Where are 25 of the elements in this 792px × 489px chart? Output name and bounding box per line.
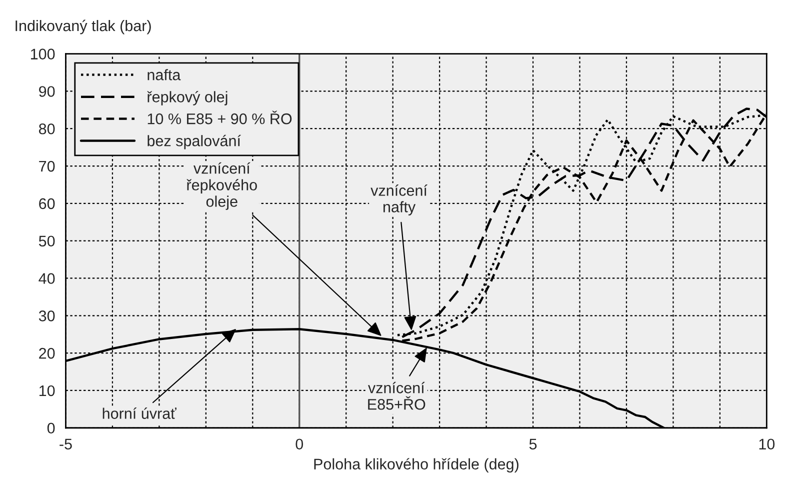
x-tick-label: -5 (60, 438, 72, 450)
annotation: horní úvrať (102, 408, 176, 419)
x-tick-label: 10 (759, 438, 775, 450)
legend-label: nafta (148, 69, 181, 80)
annotation: vznícení řepkového oleje (186, 162, 257, 210)
y-tick-label: 70 (39, 160, 55, 172)
y-tick-label: 50 (38, 236, 55, 247)
y-tick-label: 90 (39, 86, 55, 97)
annotation: vznícení E85+ŘO (368, 382, 426, 410)
legend-label: řepkový olej (147, 90, 228, 106)
legend-label: 10 % E85 + 90 % ŘO (148, 110, 292, 124)
x-tick-label: 5 (529, 438, 537, 450)
y-tick-label: 60 (39, 198, 55, 210)
y-tick-label: 40 (38, 273, 55, 284)
y-axis-title: Indikovaný tlak (bar) (16, 20, 151, 34)
y-tick-label: 30 (38, 310, 55, 322)
y-tick-label: 100 (30, 48, 55, 60)
y-tick-label: 0 (47, 422, 55, 434)
legend-label: bez spalování (148, 134, 241, 150)
y-tick-label: 80 (38, 123, 55, 134)
x-axis-title: Poloha klikového hřídele (deg) (314, 458, 518, 473)
y-tick-label: 10 (39, 385, 55, 396)
annotation: vznícení nafty (370, 184, 428, 216)
y-tick-label: 20 (39, 348, 55, 359)
x-tick-label: 0 (296, 438, 304, 450)
